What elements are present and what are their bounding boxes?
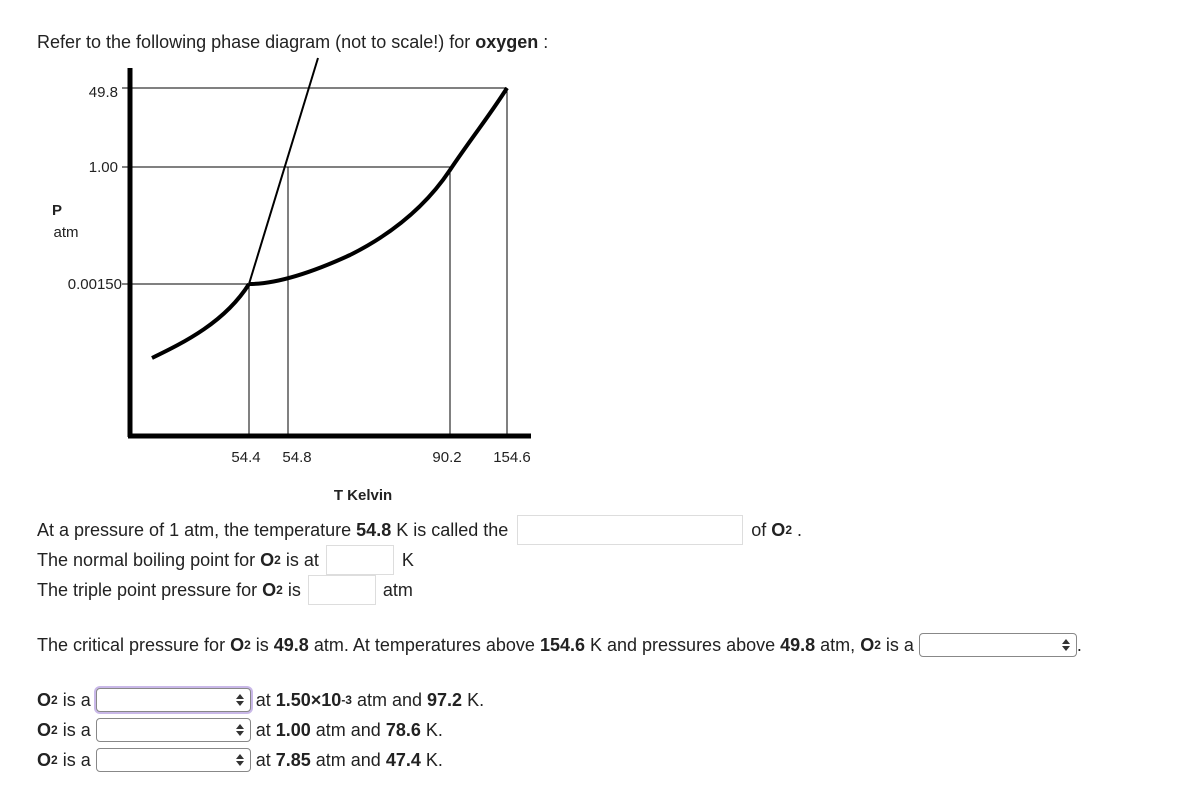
text: atm (382, 579, 413, 600)
text: 78.6 (385, 719, 421, 740)
text: : (538, 31, 549, 52)
x-tick-label: 54.8 (282, 449, 311, 466)
text: O (230, 634, 245, 655)
text: atm. At temperatures above (308, 634, 540, 655)
dropdown-arrow (235, 754, 244, 766)
dropdown[interactable] (95, 718, 251, 742)
text: O (860, 634, 875, 655)
text-input[interactable] (517, 515, 744, 545)
x-axis-label: T Kelvin (334, 487, 392, 504)
text: atm, (815, 634, 861, 655)
dropdown[interactable] (95, 748, 251, 772)
text: K and pressures above (585, 634, 781, 655)
intro: Refer to the following phase diagram (no… (37, 28, 548, 56)
text: 47.4 (385, 749, 421, 770)
text: 154.6 (539, 634, 585, 655)
text: at (255, 749, 276, 770)
text: K (401, 549, 414, 570)
text: . (1076, 634, 1082, 655)
text: K. (420, 719, 443, 740)
text: is (250, 634, 274, 655)
text: is a (57, 689, 96, 710)
text: The critical pressure for (37, 634, 231, 655)
text: O (262, 579, 277, 600)
text: The triple point pressure for (37, 579, 263, 600)
text: atm and (310, 719, 386, 740)
text: 97.2 (427, 689, 463, 710)
text: atm and (310, 749, 386, 770)
text: K. (462, 689, 485, 710)
y-tick-label: 1.00 (89, 159, 118, 176)
text: The normal boiling point for (37, 549, 261, 570)
text: K is called the (391, 519, 514, 540)
text: of (751, 519, 772, 540)
dropdown[interactable] (95, 688, 251, 712)
text: 54.8 (356, 519, 392, 540)
dropdown-arrow (1061, 639, 1070, 651)
text: is (282, 579, 306, 600)
text: . (792, 519, 803, 540)
y-tick-label: 0.00150 (68, 276, 122, 293)
y-axis-label: atm (53, 224, 78, 241)
text: atm and (351, 689, 428, 710)
text: 2 (874, 638, 881, 652)
text: 1.50×10 (275, 689, 342, 710)
text: 2 (51, 753, 58, 767)
text: K. (420, 749, 443, 770)
y-tick-label: 49.8 (89, 84, 118, 101)
text: Refer to the following phase diagram (no… (37, 31, 476, 52)
text: 2 (51, 693, 58, 707)
text: 2 (51, 723, 58, 737)
text: O (260, 549, 275, 570)
text: 2 (276, 583, 283, 597)
diagram-lines (122, 57, 531, 439)
x-tick-label: 154.6 (493, 449, 531, 466)
text: At a pressure of 1 atm, the temperature (37, 519, 357, 540)
text: oxygen (475, 31, 539, 52)
text-input[interactable] (325, 545, 394, 575)
question: At a pressure of 1 atm, the temperature … (37, 515, 803, 545)
text: 1.00 (275, 719, 311, 740)
phase-diagram: 49.8 1.00 0.00150 P atm 54.4 54.8 90.2 1… (52, 57, 531, 504)
text: is at (280, 549, 324, 570)
text: 2 (244, 638, 251, 652)
text: 49.8 (780, 634, 816, 655)
text: is a (57, 749, 96, 770)
text-input[interactable] (307, 575, 376, 605)
dropdown[interactable] (918, 633, 1077, 657)
text: is a (57, 719, 96, 740)
text: at (255, 689, 276, 710)
y-axis-label: P (52, 202, 62, 219)
text: O (37, 689, 52, 710)
text: is a (880, 634, 919, 655)
x-tick-label: 90.2 (432, 449, 461, 466)
dropdown-arrow (235, 724, 244, 736)
text: O (771, 519, 786, 540)
text: 2 (274, 553, 281, 567)
x-tick-label: 54.4 (231, 449, 260, 466)
text: O (37, 749, 52, 770)
text: 7.85 (275, 749, 311, 770)
text: at (255, 719, 276, 740)
text: 2 (785, 523, 792, 537)
text: -3 (341, 693, 352, 707)
dropdown-arrow (235, 694, 244, 706)
text: 49.8 (273, 634, 309, 655)
text: O (37, 719, 52, 740)
